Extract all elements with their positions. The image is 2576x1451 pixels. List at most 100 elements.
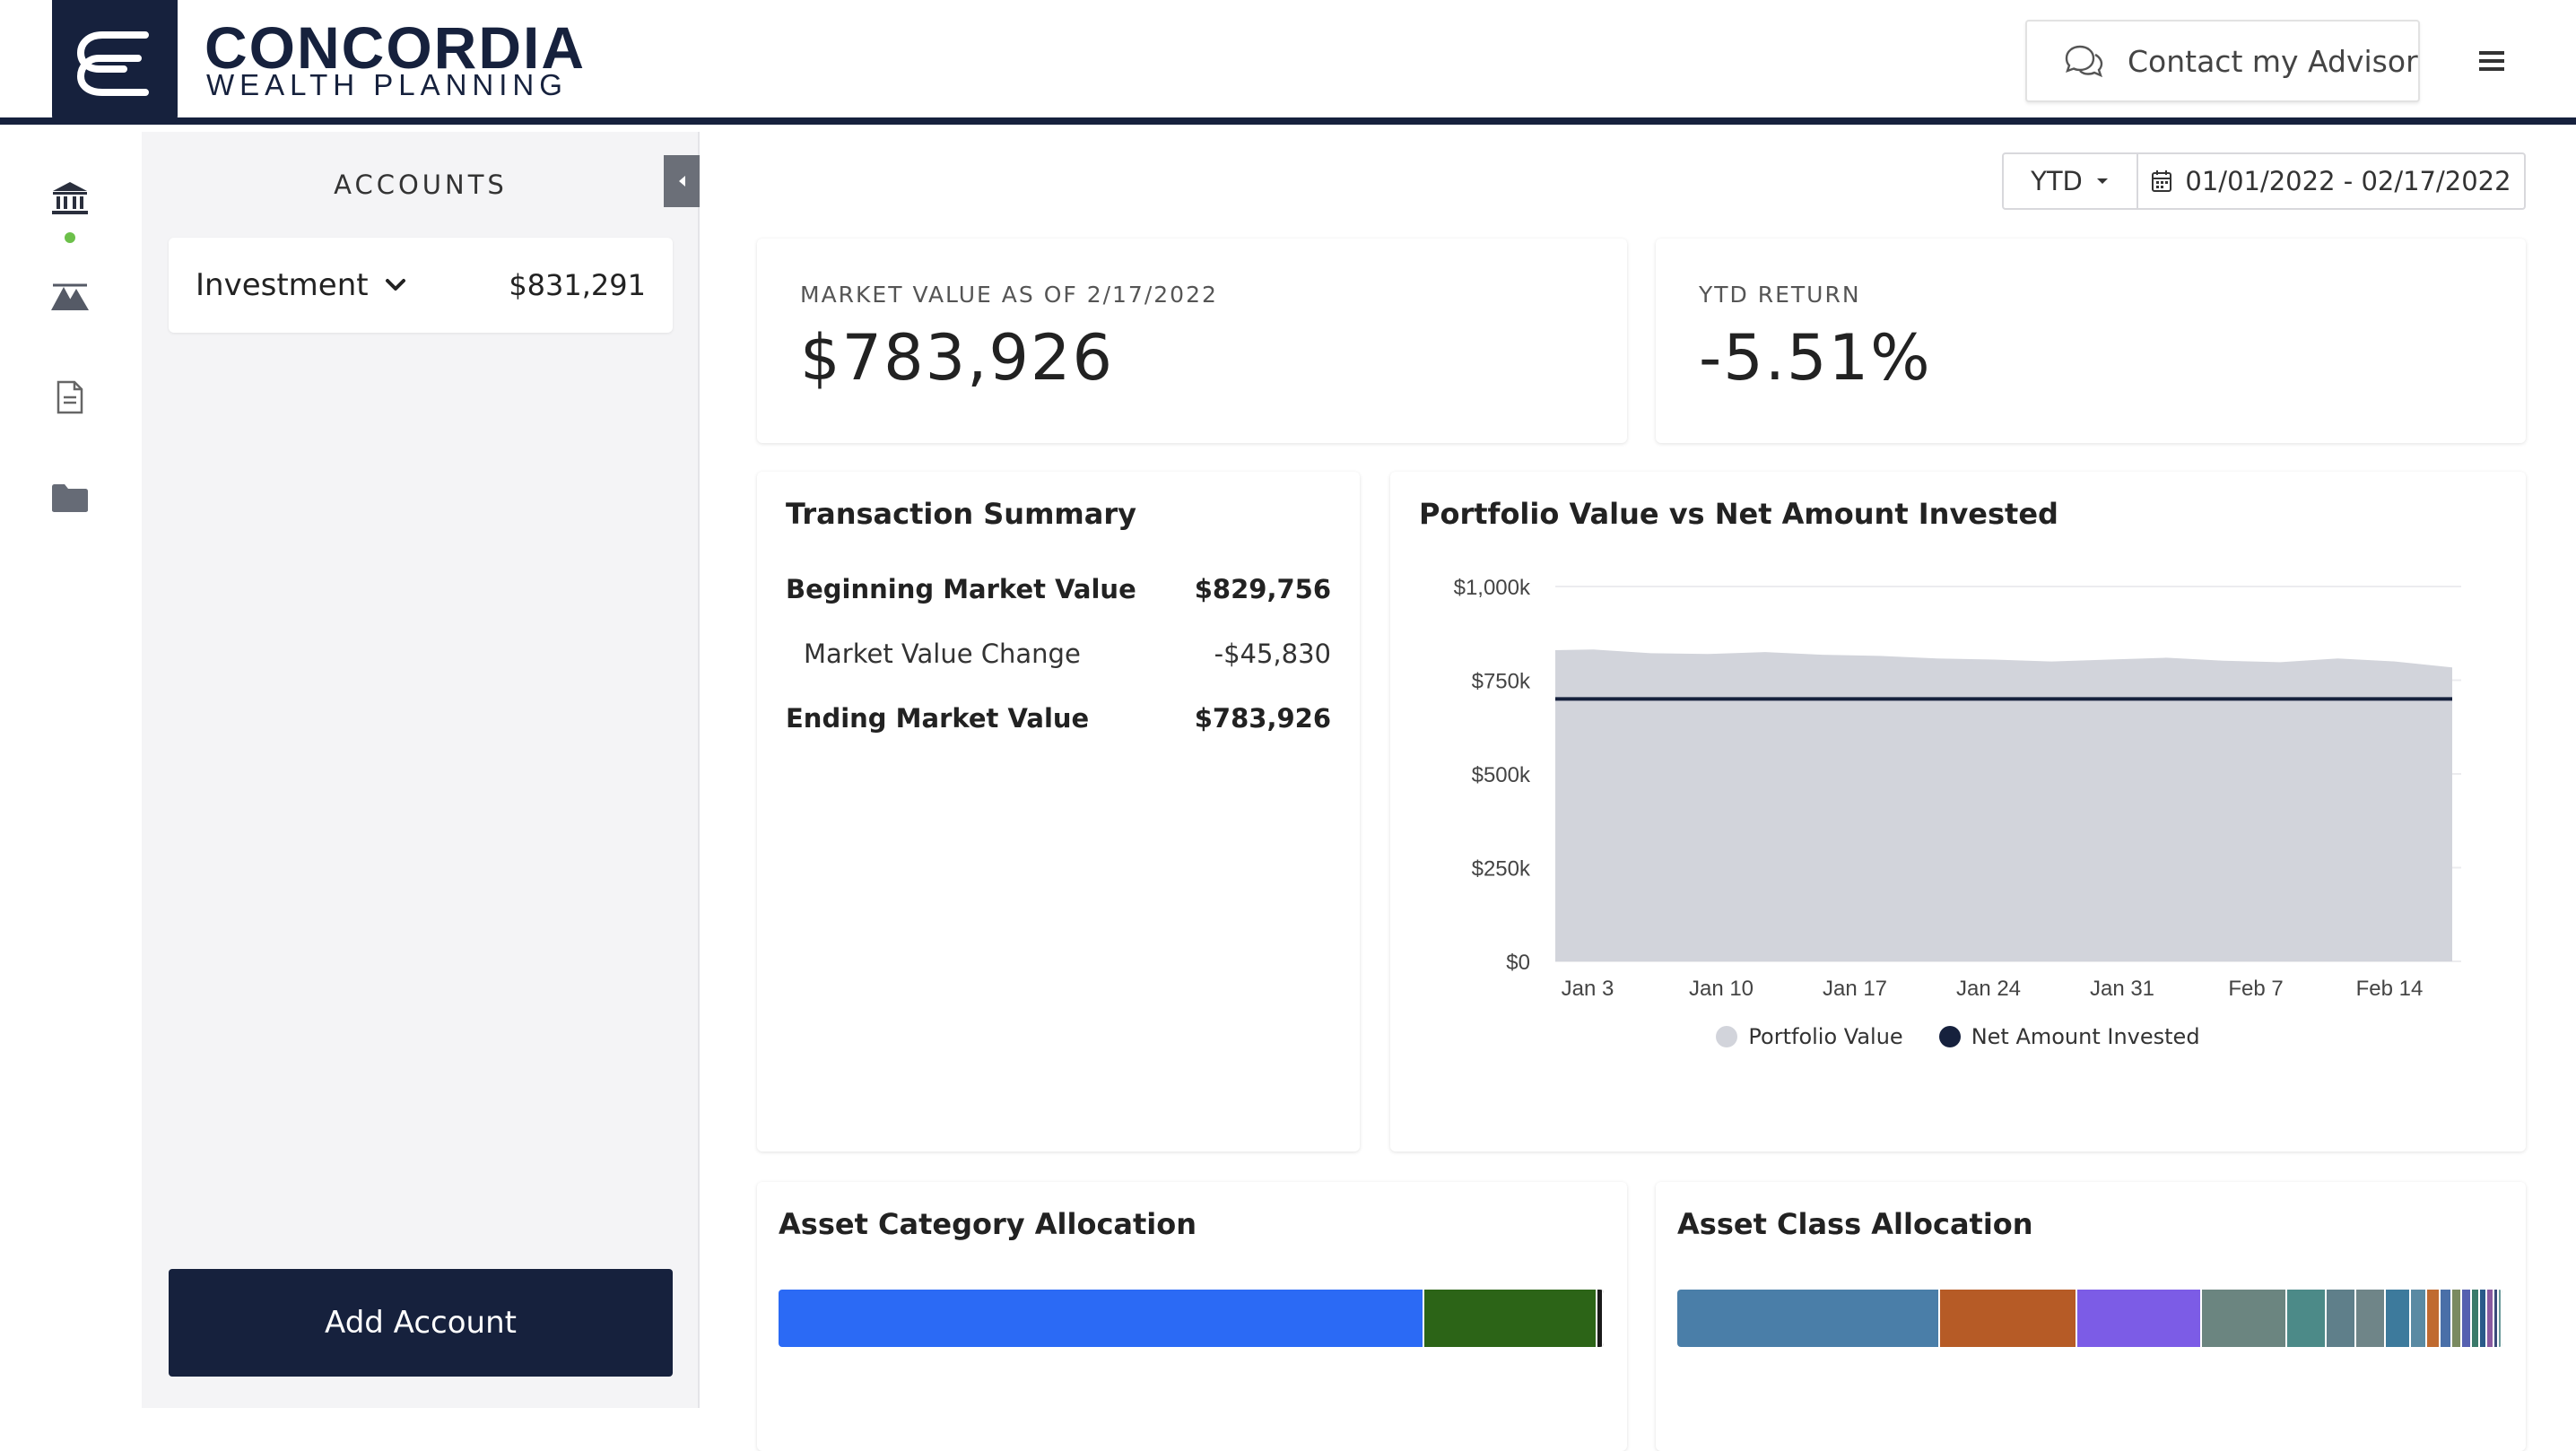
- legend-swatch: [1716, 1026, 1738, 1047]
- ts-label: Market Value Change: [804, 639, 1081, 669]
- market-value-card: MARKET VALUE AS OF 2/17/2022 $783,926: [757, 239, 1627, 443]
- logo-mark-icon: [76, 30, 149, 96]
- allocation-segment[interactable]: [2440, 1290, 2452, 1347]
- allocation-segment[interactable]: [2427, 1290, 2441, 1347]
- allocation-segment[interactable]: [2471, 1290, 2481, 1347]
- caret-down-icon: [2096, 178, 2108, 184]
- y-tick-label: $0: [1506, 951, 1530, 975]
- transaction-summary-card: Transaction Summary Beginning Market Val…: [757, 472, 1360, 1151]
- market-value-label: MARKET VALUE AS OF 2/17/2022: [800, 282, 1218, 308]
- allocation-segment[interactable]: [2326, 1290, 2357, 1347]
- ytd-return-card: YTD RETURN -5.51%: [1656, 239, 2526, 443]
- brand-name: CONCORDIA: [205, 14, 586, 81]
- asset-class-title: Asset Class Allocation: [1677, 1207, 2033, 1241]
- y-tick-label: $500k: [1472, 763, 1531, 787]
- x-tick-label: Feb 14: [2356, 977, 2424, 1001]
- portfolio-chart-title: Portfolio Value vs Net Amount Invested: [1419, 497, 2058, 531]
- transaction-summary-title: Transaction Summary: [786, 497, 1136, 531]
- chevron-down-icon[interactable]: [385, 278, 406, 292]
- allocation-segment[interactable]: [779, 1290, 1425, 1347]
- allocation-segment[interactable]: [2077, 1290, 2203, 1347]
- allocation-segment[interactable]: [1939, 1290, 2078, 1347]
- asset-class-card: Asset Class Allocation: [1656, 1182, 2526, 1451]
- ts-label: Ending Market Value: [786, 703, 1090, 734]
- legend-label: Portfolio Value: [1748, 1024, 1903, 1049]
- allocation-segment[interactable]: [2461, 1290, 2472, 1347]
- legend-net-invested[interactable]: Net Amount Invested: [1938, 1024, 2200, 1049]
- add-account-button[interactable]: Add Account: [169, 1269, 673, 1377]
- chat-bubbles-icon: [2065, 45, 2103, 78]
- logo[interactable]: [52, 0, 178, 125]
- chart-legend: Portfolio Value Net Amount Invested: [1390, 1024, 2526, 1049]
- x-tick-label: Jan 17: [1823, 977, 1887, 1001]
- allocation-segment[interactable]: [2480, 1290, 2488, 1347]
- allocation-segment[interactable]: [2499, 1290, 2502, 1347]
- x-tick-label: Jan 31: [2090, 977, 2154, 1001]
- y-tick-label: $1,000k: [1454, 576, 1531, 600]
- app-header: CONCORDIA WEALTH PLANNING Contact my Adv…: [0, 0, 2576, 125]
- ts-value: -$45,830: [1214, 639, 1331, 669]
- portfolio-chart: $1,000k $750k $500k $250k $0 Jan 3 Jan 10 Jan 1…: [1454, 576, 2461, 1001]
- period-label: YTD: [2031, 166, 2083, 196]
- allocation-segment[interactable]: [1677, 1290, 1940, 1347]
- allocation-segment[interactable]: [2410, 1290, 2428, 1347]
- caret-left-icon: [679, 176, 685, 187]
- allocation-segment[interactable]: [2356, 1290, 2387, 1347]
- contact-advisor-button[interactable]: Contact my Advisor: [2025, 20, 2420, 102]
- account-name-label: Investment: [196, 267, 369, 303]
- nav-rail: [0, 132, 142, 1408]
- allocation-segment[interactable]: [1424, 1290, 1597, 1347]
- date-filter: YTD 01/01/2022 - 02/17/2022: [2002, 152, 2526, 210]
- x-tick-label: Jan 3: [1562, 977, 1614, 1001]
- portfolio-chart-card: Portfolio Value vs Net Amount Invested $…: [1390, 472, 2526, 1151]
- asset-category-title: Asset Category Allocation: [779, 1207, 1197, 1241]
- portfolio-value-area: [1555, 649, 2452, 961]
- nav-documents[interactable]: [45, 372, 95, 422]
- legend-portfolio-value[interactable]: Portfolio Value: [1716, 1024, 1903, 1049]
- account-name[interactable]: Investment: [196, 267, 406, 303]
- x-tick-label: Feb 7: [2228, 977, 2283, 1001]
- accounts-title: ACCOUNTS: [334, 169, 508, 200]
- x-tick-label: Jan 10: [1689, 977, 1754, 1001]
- ytd-return-value: -5.51%: [1699, 321, 1932, 395]
- asset-category-card: Asset Category Allocation: [757, 1182, 1627, 1451]
- nav-goals[interactable]: [45, 272, 95, 322]
- y-tick-label: $750k: [1472, 670, 1531, 694]
- collapse-panel-button[interactable]: [664, 155, 700, 207]
- allocation-segment[interactable]: [1597, 1290, 1604, 1347]
- allocation-segment[interactable]: [2286, 1290, 2327, 1347]
- ytd-return-label: YTD RETURN: [1699, 282, 1861, 308]
- contact-advisor-label: Contact my Advisor: [2128, 43, 2418, 79]
- legend-swatch: [1938, 1026, 1961, 1047]
- period-dropdown[interactable]: YTD: [2004, 154, 2138, 208]
- legend-label: Net Amount Invested: [1971, 1024, 2200, 1049]
- date-range-picker[interactable]: 01/01/2022 - 02/17/2022: [2138, 154, 2524, 208]
- nav-accounts[interactable]: [45, 173, 95, 223]
- ts-row-ending: Ending Market Value $783,926: [786, 703, 1331, 734]
- asset-class-bar: [1677, 1290, 2502, 1347]
- mountains-icon: [51, 283, 89, 310]
- calendar-icon: [2152, 170, 2172, 192]
- nav-files[interactable]: [45, 473, 95, 523]
- ts-value: $829,756: [1194, 574, 1331, 604]
- account-value: $831,291: [509, 268, 646, 302]
- document-icon: [57, 380, 83, 414]
- allocation-segment[interactable]: [2451, 1290, 2462, 1347]
- bank-icon: [52, 182, 88, 214]
- allocation-segment[interactable]: [2487, 1290, 2494, 1347]
- allocation-segment[interactable]: [2202, 1290, 2287, 1347]
- account-item-investment[interactable]: Investment $831,291: [169, 238, 673, 333]
- active-indicator: [65, 232, 75, 243]
- y-tick-label: $250k: [1472, 857, 1531, 882]
- ts-row-beginning: Beginning Market Value $829,756: [786, 574, 1331, 604]
- folder-icon: [52, 484, 88, 512]
- hamburger-menu-icon[interactable]: [2468, 41, 2515, 81]
- date-range-label: 01/01/2022 - 02/17/2022: [2185, 166, 2511, 196]
- accounts-panel: ACCOUNTS Investment $831,291 Add Account: [142, 132, 700, 1408]
- allocation-segment[interactable]: [2386, 1290, 2411, 1347]
- ts-row-change: Market Value Change -$45,830: [786, 639, 1331, 669]
- asset-category-bar: [779, 1290, 1604, 1347]
- ts-label: Beginning Market Value: [786, 574, 1136, 604]
- allocation-segment[interactable]: [2493, 1290, 2500, 1347]
- brand-subtitle: WEALTH PLANNING: [206, 68, 568, 101]
